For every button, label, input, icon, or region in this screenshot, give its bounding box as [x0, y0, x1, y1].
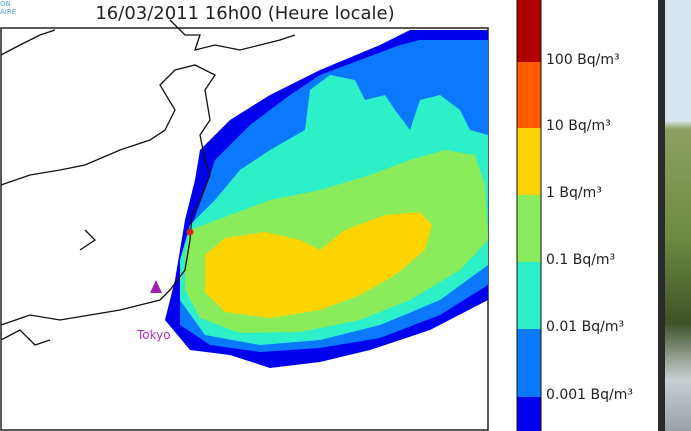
background-photo: [665, 0, 691, 431]
contour-1: [205, 212, 432, 318]
colorbar-label: 1 Bq/m³: [546, 185, 602, 201]
colorbar-swatch: [517, 62, 541, 128]
colorbar-swatch: [517, 0, 541, 62]
colorbar-frame: [516, 0, 542, 431]
colorbar-swatch: [517, 262, 541, 329]
colorbar-swatch: [517, 397, 541, 431]
colorbar-label: 100 Bq/m³: [546, 52, 620, 68]
colorbar-label: 0.1 Bq/m³: [546, 252, 616, 268]
colorbar: [516, 0, 542, 431]
map-title: 16/03/2011 16h00 (Heure locale): [95, 3, 395, 24]
logo: ON AIRE: [0, 0, 16, 16]
city-label-tokyo: Tokyo: [136, 328, 171, 342]
colorbar-label: 10 Bq/m³: [546, 118, 611, 134]
colorbar-swatch: [517, 329, 541, 397]
fukushima-marker: [186, 228, 194, 236]
window-divider: [658, 0, 665, 431]
colorbar-label: 0.01 Bq/m³: [546, 319, 625, 335]
plume-contours: [165, 30, 488, 368]
colorbar-label: 0.001 Bq/m³: [546, 387, 633, 403]
logo-text: ON: [0, 0, 11, 8]
colorbar-swatch: [517, 195, 541, 262]
logo-text: AIRE: [0, 8, 17, 16]
coastline: [0, 19, 296, 346]
tokyo-triangle-icon: [150, 280, 162, 293]
colorbar-swatch: [517, 128, 541, 195]
